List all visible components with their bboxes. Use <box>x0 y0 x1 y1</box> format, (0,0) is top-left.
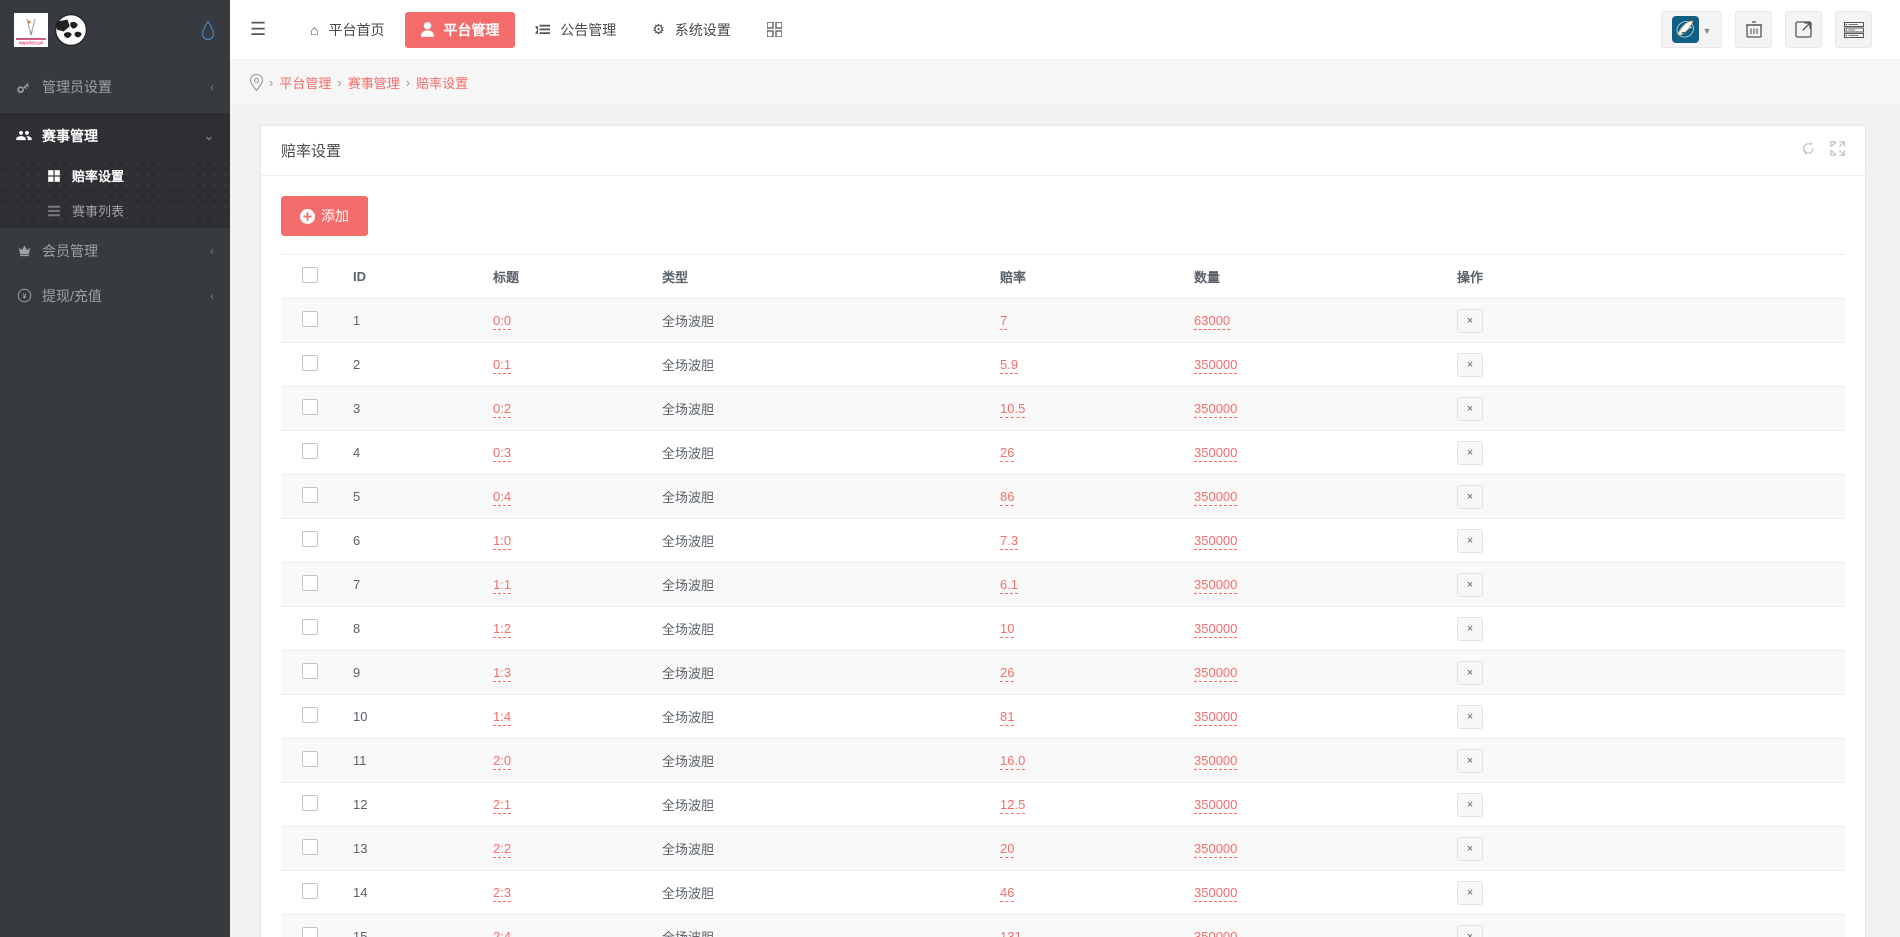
svg-text:AWARDCUP: AWARDCUP <box>18 41 43 46</box>
svg-text:¥: ¥ <box>22 293 26 300</box>
